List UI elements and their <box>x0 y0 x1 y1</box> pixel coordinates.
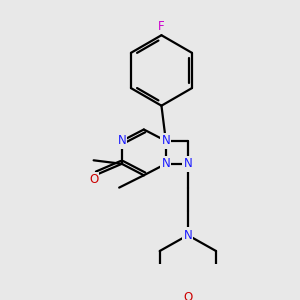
Text: N: N <box>184 229 192 242</box>
Text: O: O <box>89 173 98 186</box>
Text: O: O <box>183 291 193 300</box>
Text: N: N <box>117 134 126 147</box>
Text: N: N <box>184 157 192 170</box>
Text: F: F <box>158 20 165 33</box>
Text: N: N <box>161 134 170 147</box>
Text: N: N <box>161 157 170 170</box>
